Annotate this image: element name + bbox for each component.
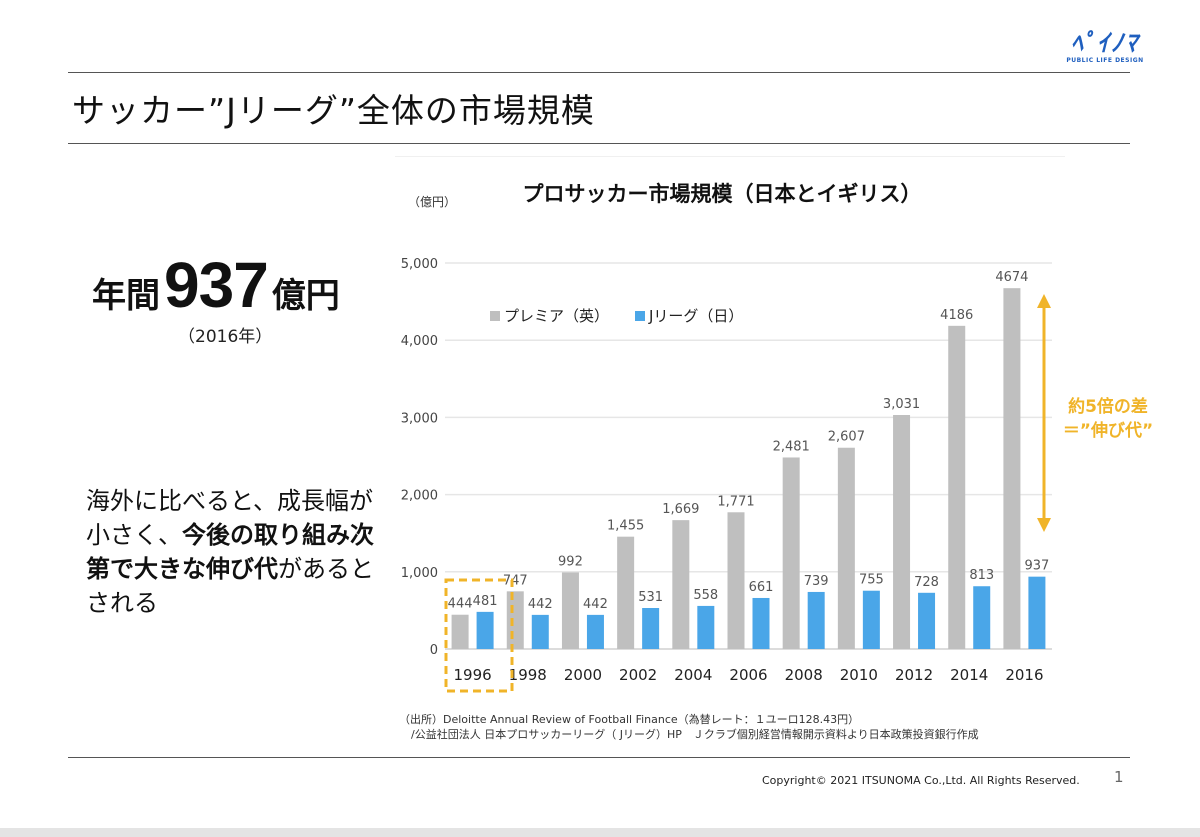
legend-label: Jリーグ（日） [648, 307, 743, 325]
bar-jleague [973, 586, 991, 649]
footer-divider [68, 757, 1130, 758]
logo-tagline: PUBLIC LIFE DESIGN [1066, 57, 1144, 64]
legend-label: プレミア（英） [504, 307, 609, 325]
description-part: 海外に比べると、成長幅が小さく、 [86, 487, 374, 549]
bar-jleague [807, 591, 825, 649]
y-tick-label: 0 [430, 643, 438, 658]
logo-mark: ﾍﾟｲﾉﾏ [1071, 29, 1139, 57]
data-label: 1,771 [717, 494, 754, 509]
data-label: 444 [448, 597, 473, 612]
x-tick-label: 2006 [729, 666, 767, 684]
data-label: 3,031 [883, 397, 920, 412]
y-tick-label: 1,000 [401, 566, 438, 581]
bar-jleague [752, 597, 770, 649]
title-top-divider [68, 72, 1130, 73]
bar-premier [837, 447, 855, 649]
y-tick-label: 3,000 [401, 411, 438, 426]
bar-jleague [1028, 576, 1046, 649]
highlight-box-1996 [444, 578, 514, 693]
data-label: 755 [859, 573, 884, 588]
x-tick-label: 2016 [1005, 666, 1043, 684]
bar-jleague [531, 614, 549, 649]
description-text: 海外に比べると、成長幅が小さく、今後の取り組み次第で大きな伸び代があるとされる [86, 484, 376, 620]
bar-premier [948, 325, 966, 649]
gap-arrow-head-down [1037, 518, 1051, 532]
bar-premier [782, 457, 800, 649]
bar-premier [506, 591, 524, 649]
gap-label-line1: 約5倍の差 [1068, 396, 1148, 417]
x-tick-label: 1996 [453, 666, 491, 684]
data-label: 2,481 [773, 439, 810, 454]
x-tick-label: 2000 [564, 666, 602, 684]
data-label: 481 [473, 594, 498, 609]
data-label: 1,455 [607, 519, 644, 534]
bar-jleague [586, 614, 604, 649]
bar-premier [727, 512, 745, 649]
window-bottom-bar [0, 828, 1200, 837]
y-tick-label: 5,000 [401, 257, 438, 272]
chart-title: プロサッカー市場規模（日本とイギリス） [523, 182, 922, 206]
x-tick-label: 2008 [785, 666, 823, 684]
gap-label-line2: ＝”伸び代” [1063, 420, 1153, 441]
bar-premier [672, 520, 690, 649]
y-tick-label: 4,000 [401, 334, 438, 349]
data-label: 2,607 [828, 430, 865, 445]
source-line-2: /公益社団法人 日本プロサッカーリーグ（ Jリーグ）HP Ｊクラブ個別経営情報開… [411, 728, 979, 741]
data-label: 4186 [940, 308, 973, 323]
data-label: 813 [969, 568, 994, 583]
data-label: 661 [749, 580, 774, 595]
y-axis-unit-label: （億円） [408, 195, 456, 209]
bar-jleague [697, 605, 715, 649]
headline-value: 937 [164, 249, 269, 321]
gap-arrow-head-up [1037, 294, 1051, 308]
data-label: 728 [914, 575, 939, 590]
legend-swatch [635, 311, 645, 321]
copyright: Copyright© 2021 ITSUNOMA Co.,Ltd. All Ri… [762, 774, 1080, 787]
page-number: 1 [1114, 768, 1124, 786]
bar-premier [451, 614, 469, 649]
x-tick-label: 2010 [840, 666, 878, 684]
bar-premier [1003, 288, 1021, 649]
headline-prefix: 年間 [92, 276, 160, 316]
source-note: （出所）Deloitte Annual Review of Football F… [399, 712, 979, 742]
bar-jleague [476, 611, 494, 649]
description-part: があるとされる [86, 555, 374, 617]
x-tick-label: 2002 [619, 666, 657, 684]
data-label: 1,669 [662, 502, 699, 517]
headline-figure: 年間937 億円 [92, 248, 340, 322]
bar-jleague [642, 608, 660, 649]
data-label: 558 [693, 588, 718, 603]
y-tick-label: 2,000 [401, 489, 438, 504]
data-label: 937 [1024, 559, 1049, 574]
data-label: 747 [503, 573, 528, 588]
bar-premier [893, 415, 911, 649]
bar-premier [617, 536, 635, 649]
source-line-1: （出所）Deloitte Annual Review of Football F… [399, 713, 860, 726]
company-logo: ﾍﾟｲﾉﾏ PUBLIC LIFE DESIGN [1055, 30, 1155, 68]
data-label: 531 [638, 590, 663, 605]
data-label: 442 [528, 597, 553, 612]
legend-swatch [490, 311, 500, 321]
slide-title: サッカー”Jリーグ”全体の市場規模 [72, 91, 595, 130]
x-tick-label: 2004 [674, 666, 712, 684]
data-label: 992 [558, 554, 583, 569]
headline-suffix: 億円 [271, 276, 340, 316]
bar-jleague [862, 590, 880, 649]
data-label: 4674 [995, 270, 1028, 285]
title-bottom-divider [68, 143, 1130, 144]
x-tick-label: 1998 [509, 666, 547, 684]
x-tick-label: 2012 [895, 666, 933, 684]
data-label: 442 [583, 597, 608, 612]
bar-jleague [918, 592, 936, 649]
x-tick-label: 2014 [950, 666, 988, 684]
bar-premier [561, 572, 579, 649]
data-label: 739 [804, 574, 829, 589]
headline-year-note: （2016年） [178, 327, 273, 347]
description-emphasis: 今後の取り組み次第で大きな伸び代 [86, 521, 374, 583]
